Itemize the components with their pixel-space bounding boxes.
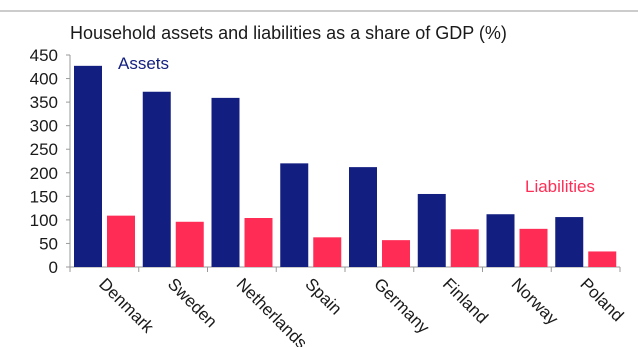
x-tick-label: Poland	[576, 274, 627, 325]
bar-assets-spain	[280, 163, 309, 267]
y-tick-label: 450	[30, 46, 58, 65]
bars-group	[74, 65, 617, 267]
bar-assets-finland	[417, 193, 446, 267]
series-label-assets: Assets	[118, 54, 169, 73]
bar-liabilities-netherlands	[244, 218, 273, 267]
y-tick-label: 0	[49, 258, 58, 277]
bar-assets-denmark	[74, 65, 102, 267]
bar-liabilities-spain	[313, 237, 342, 267]
bar-assets-norway	[486, 214, 515, 267]
y-tick-label: 150	[30, 187, 58, 206]
series-label-liabilities: Liabilities	[525, 177, 595, 196]
y-tick-label: 50	[39, 234, 58, 253]
bar-liabilities-germany	[382, 240, 410, 267]
x-tick-label: Finland	[439, 274, 492, 327]
bar-liabilities-sweden	[175, 221, 204, 267]
y-tick-label: 400	[30, 70, 58, 89]
x-tick-label: Norway	[508, 274, 563, 329]
x-tick-label: Spain	[301, 274, 345, 318]
bar-assets-sweden	[142, 91, 171, 267]
bar-liabilities-poland	[588, 251, 617, 267]
chart-title: Household assets and liabilities as a sh…	[70, 23, 507, 43]
bar-liabilities-finland	[450, 229, 479, 267]
y-tick-label: 350	[30, 93, 58, 112]
y-tick-label: 100	[30, 211, 58, 230]
x-tick-label: Sweden	[164, 274, 221, 331]
y-axis: 0 50 100 150 200 250 300 350 400 450	[30, 46, 71, 277]
series-labels: Assets Liabilities	[118, 54, 595, 196]
bar-liabilities-norway	[519, 228, 548, 267]
y-tick-label: 300	[30, 117, 58, 136]
x-tick-label: Germany	[370, 274, 433, 337]
bar-assets-germany	[349, 167, 377, 267]
y-tick-label: 250	[30, 140, 58, 159]
bar-assets-poland	[555, 217, 584, 267]
bar-liabilities-denmark	[107, 215, 135, 267]
x-tick-label: Netherlands	[233, 274, 311, 347]
bar-assets-netherlands	[211, 97, 240, 267]
x-tick-label: Denmark	[95, 274, 158, 337]
y-tick-label: 200	[30, 164, 58, 183]
